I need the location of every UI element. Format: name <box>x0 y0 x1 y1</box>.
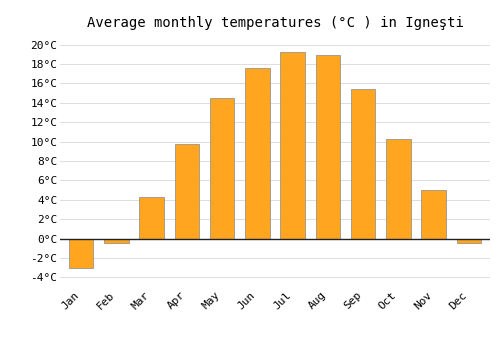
Bar <box>316 55 340 239</box>
Bar <box>245 68 270 239</box>
Title: Average monthly temperatures (°C ) in Igneşti: Average monthly temperatures (°C ) in Ig… <box>86 16 464 30</box>
Bar <box>174 144 199 239</box>
Bar <box>386 139 410 239</box>
Bar <box>422 190 446 239</box>
Bar <box>69 239 94 268</box>
Bar <box>280 52 305 239</box>
Bar <box>351 89 376 239</box>
Bar <box>456 239 481 243</box>
Bar <box>140 197 164 239</box>
Bar <box>210 98 234 239</box>
Bar <box>104 239 128 243</box>
